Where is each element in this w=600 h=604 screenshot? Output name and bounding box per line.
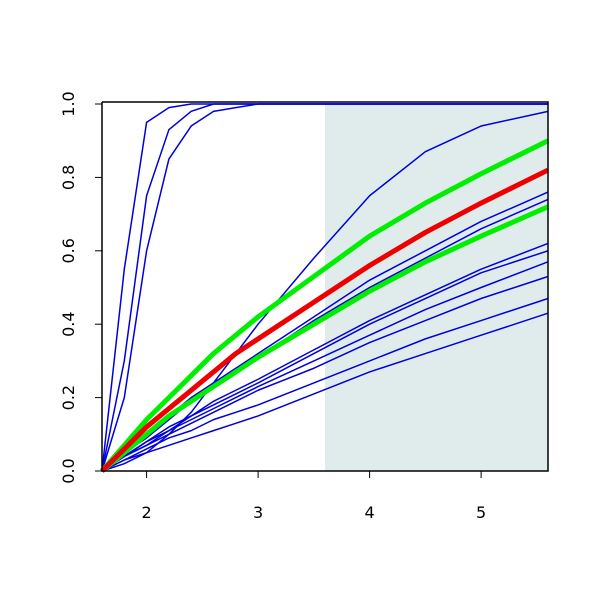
- x-tick-label: 5: [476, 503, 486, 522]
- series-line: [101, 297, 549, 472]
- x-tick-label: 2: [142, 503, 152, 522]
- y-tick-label: 0.6: [59, 238, 78, 263]
- x-tick-label: 4: [365, 503, 375, 522]
- y-tick-label: 0.4: [59, 311, 78, 336]
- series-line: [101, 250, 549, 472]
- series-line: [100, 204, 550, 473]
- y-tick-label: 0.8: [59, 165, 78, 190]
- series-line: [100, 138, 550, 473]
- series-line: [100, 167, 550, 473]
- series-line: [101, 275, 549, 472]
- y-tick-label: 1.0: [59, 91, 78, 116]
- series-line: [101, 103, 548, 472]
- axis-frame: [101, 101, 549, 472]
- x-tick-label: 3: [253, 503, 263, 522]
- y-tick-label: 0.2: [59, 385, 78, 410]
- series-line: [101, 312, 549, 472]
- y-tick-label: 0.0: [59, 458, 78, 483]
- highlight-region: [325, 104, 548, 471]
